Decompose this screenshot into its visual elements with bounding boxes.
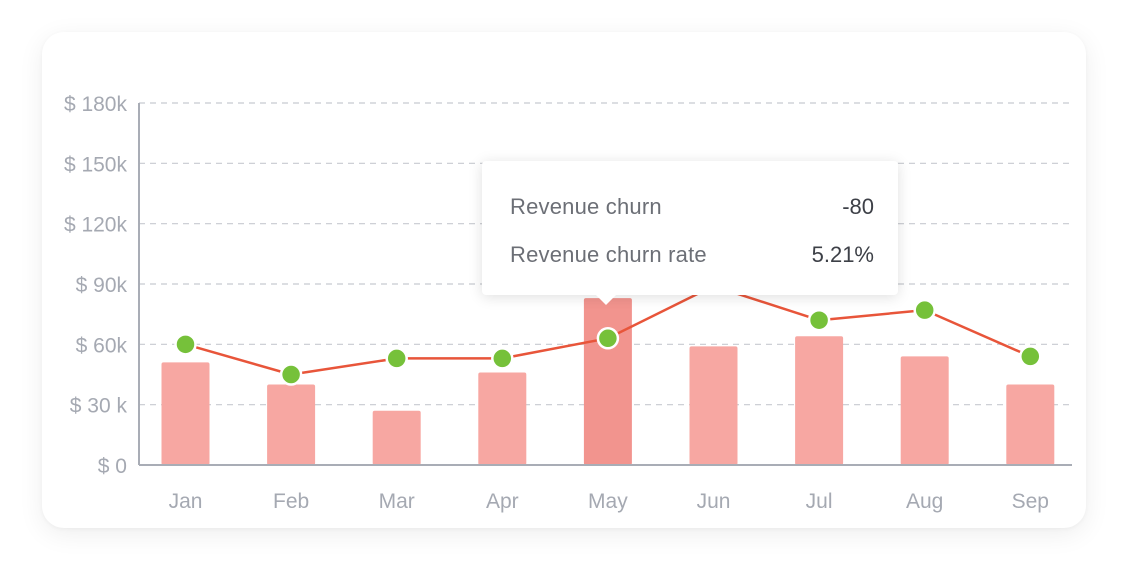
point-feb: [279, 363, 303, 386]
x-tick-label: Mar: [379, 490, 415, 513]
y-tick-label: $ 180k: [64, 93, 128, 116]
chart-tooltip: Revenue churn -80 Revenue churn rate 5.2…: [482, 161, 898, 305]
bar-feb: [267, 384, 316, 465]
point-mar: [385, 347, 408, 370]
x-tick-label: Apr: [486, 490, 519, 513]
tooltip-row-revenue-churn-rate: Revenue churn rate 5.21%: [510, 231, 874, 279]
x-tick-label: Sep: [1012, 490, 1049, 513]
point-apr: [491, 347, 514, 370]
y-tick-label: $ 90k: [76, 274, 128, 297]
point-aug: [913, 298, 936, 322]
bar-jul: [795, 336, 844, 465]
y-tick-label: $ 120k: [64, 214, 128, 237]
x-tick-label: Aug: [906, 490, 943, 513]
tooltip-row-revenue-churn: Revenue churn -80: [510, 183, 874, 231]
x-tick-label: Jun: [697, 490, 731, 513]
x-tick-label: May: [588, 490, 628, 513]
bar-jun: [689, 346, 738, 465]
bar-apr: [478, 372, 527, 465]
point-may: [596, 327, 620, 350]
y-tick-label: $ 30 k: [70, 395, 128, 418]
y-tick-label: $ 60k: [76, 334, 128, 357]
bar-aug: [900, 356, 949, 465]
bar-may: [583, 298, 632, 465]
x-tick-label: Jul: [806, 490, 833, 513]
point-sep: [1019, 345, 1042, 368]
point-jan: [174, 333, 197, 356]
tooltip-caret: [596, 295, 616, 305]
bar-mar: [372, 410, 421, 465]
tooltip-value: 5.21%: [811, 242, 874, 267]
y-tick-label: $ 0: [98, 455, 127, 478]
bar-sep: [1006, 384, 1055, 465]
x-tick-label: Feb: [273, 490, 309, 513]
tooltip-label: Revenue churn rate: [510, 242, 707, 267]
x-tick-label: Jan: [169, 490, 203, 513]
tooltip-value: -80: [842, 194, 874, 219]
tooltip-label: Revenue churn: [510, 194, 662, 219]
point-jul: [807, 308, 831, 332]
y-tick-label: $ 150k: [64, 153, 128, 176]
bar-jan: [161, 362, 210, 465]
